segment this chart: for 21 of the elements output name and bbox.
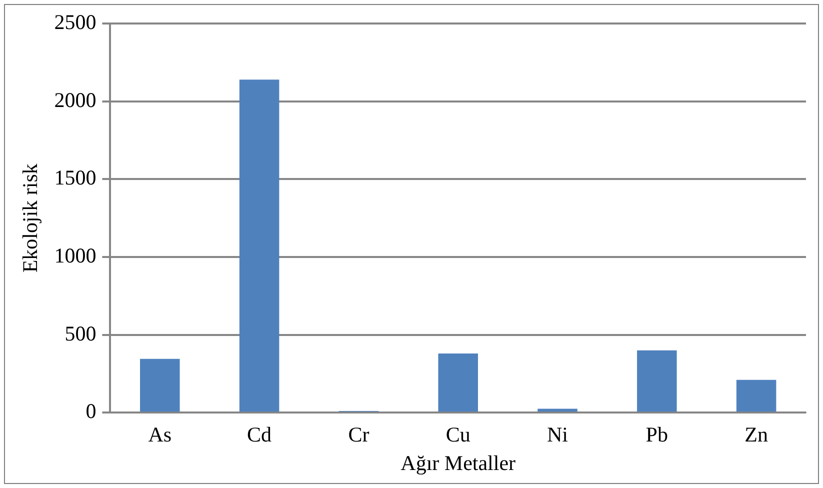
x-tick-label: Cu [446, 422, 471, 447]
x-tick-label: Cd [247, 422, 272, 447]
x-tick-label: Ni [547, 422, 568, 447]
x-tick-label: Cr [348, 422, 370, 447]
y-tick-label: 1000 [54, 244, 96, 268]
x-tick-label: Pb [646, 422, 668, 447]
x-tick-label: Zn [744, 422, 768, 447]
bar [637, 350, 677, 412]
y-tick-label: 500 [64, 321, 96, 346]
y-axis-title: Ekolojik risk [18, 163, 42, 273]
y-tick-label: 2500 [54, 10, 96, 34]
bar [438, 353, 478, 412]
bar [736, 380, 776, 412]
x-tick-label: As [148, 422, 172, 447]
x-axis-title: Ağır Metaller [400, 450, 516, 475]
y-tick-label: 1500 [54, 166, 96, 190]
y-tick-label: 0 [86, 399, 96, 424]
bar [239, 80, 280, 412]
bar [538, 408, 578, 412]
y-tick-label: 2000 [54, 88, 96, 112]
bar [140, 358, 180, 412]
